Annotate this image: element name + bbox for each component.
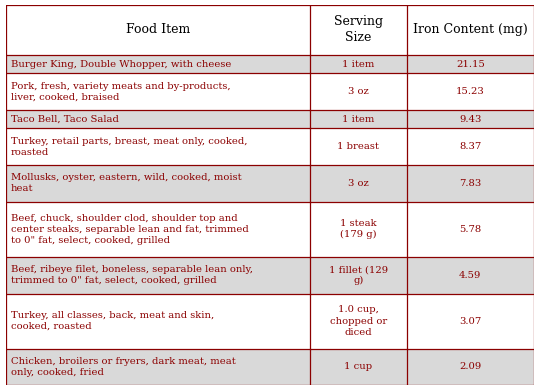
Text: 2.09: 2.09	[459, 362, 481, 371]
Text: 1 fillet (129
g): 1 fillet (129 g)	[329, 265, 388, 285]
Text: Food Item: Food Item	[126, 23, 190, 36]
Text: Turkey, retail parts, breast, meat only, cooked,
roasted: Turkey, retail parts, breast, meat only,…	[11, 136, 247, 157]
Text: 1 item: 1 item	[342, 115, 374, 124]
Bar	[6, 294, 534, 349]
Bar	[6, 5, 534, 55]
Bar	[6, 202, 534, 257]
Text: 1 item: 1 item	[342, 60, 374, 69]
Text: Chicken, broilers or fryers, dark meat, meat
only, cooked, fried: Chicken, broilers or fryers, dark meat, …	[11, 357, 235, 377]
Text: Serving
Size: Serving Size	[334, 15, 383, 44]
Bar	[6, 257, 534, 294]
Text: Beef, chuck, shoulder clod, shoulder top and
center steaks, separable lean and f: Beef, chuck, shoulder clod, shoulder top…	[11, 214, 248, 245]
Text: 1 steak
(179 g): 1 steak (179 g)	[340, 219, 376, 239]
Text: 4.59: 4.59	[459, 271, 482, 280]
Text: 3 oz: 3 oz	[348, 179, 369, 188]
Text: 3 oz: 3 oz	[348, 87, 369, 96]
Text: 3.07: 3.07	[459, 317, 481, 326]
Text: 8.37: 8.37	[459, 142, 481, 151]
Text: Turkey, all classes, back, meat and skin,
cooked, roasted: Turkey, all classes, back, meat and skin…	[11, 311, 214, 331]
Bar	[6, 110, 534, 128]
Text: 5.78: 5.78	[459, 225, 481, 234]
Bar	[6, 165, 534, 202]
Text: Mollusks, oyster, eastern, wild, cooked, moist
heat: Mollusks, oyster, eastern, wild, cooked,…	[11, 174, 241, 193]
Text: 1 breast: 1 breast	[338, 142, 379, 151]
Text: 1.0 cup,
chopped or
diced: 1.0 cup, chopped or diced	[329, 305, 387, 337]
Bar	[6, 55, 534, 73]
Text: Pork, fresh, variety meats and by-products,
liver, cooked, braised: Pork, fresh, variety meats and by-produc…	[11, 82, 231, 102]
Text: 7.83: 7.83	[459, 179, 481, 188]
Bar	[6, 349, 534, 385]
Text: Burger King, Double Whopper, with cheese: Burger King, Double Whopper, with cheese	[11, 60, 231, 69]
Text: Taco Bell, Taco Salad: Taco Bell, Taco Salad	[11, 115, 119, 124]
Text: 21.15: 21.15	[456, 60, 485, 69]
Bar	[6, 128, 534, 165]
Text: Beef, ribeye filet, boneless, separable lean only,
trimmed to 0" fat, select, co: Beef, ribeye filet, boneless, separable …	[11, 265, 253, 285]
Text: Iron Content (mg): Iron Content (mg)	[413, 23, 528, 36]
Bar	[6, 73, 534, 110]
Text: 9.43: 9.43	[459, 115, 482, 124]
Text: 1 cup: 1 cup	[344, 362, 373, 371]
Text: 15.23: 15.23	[456, 87, 485, 96]
